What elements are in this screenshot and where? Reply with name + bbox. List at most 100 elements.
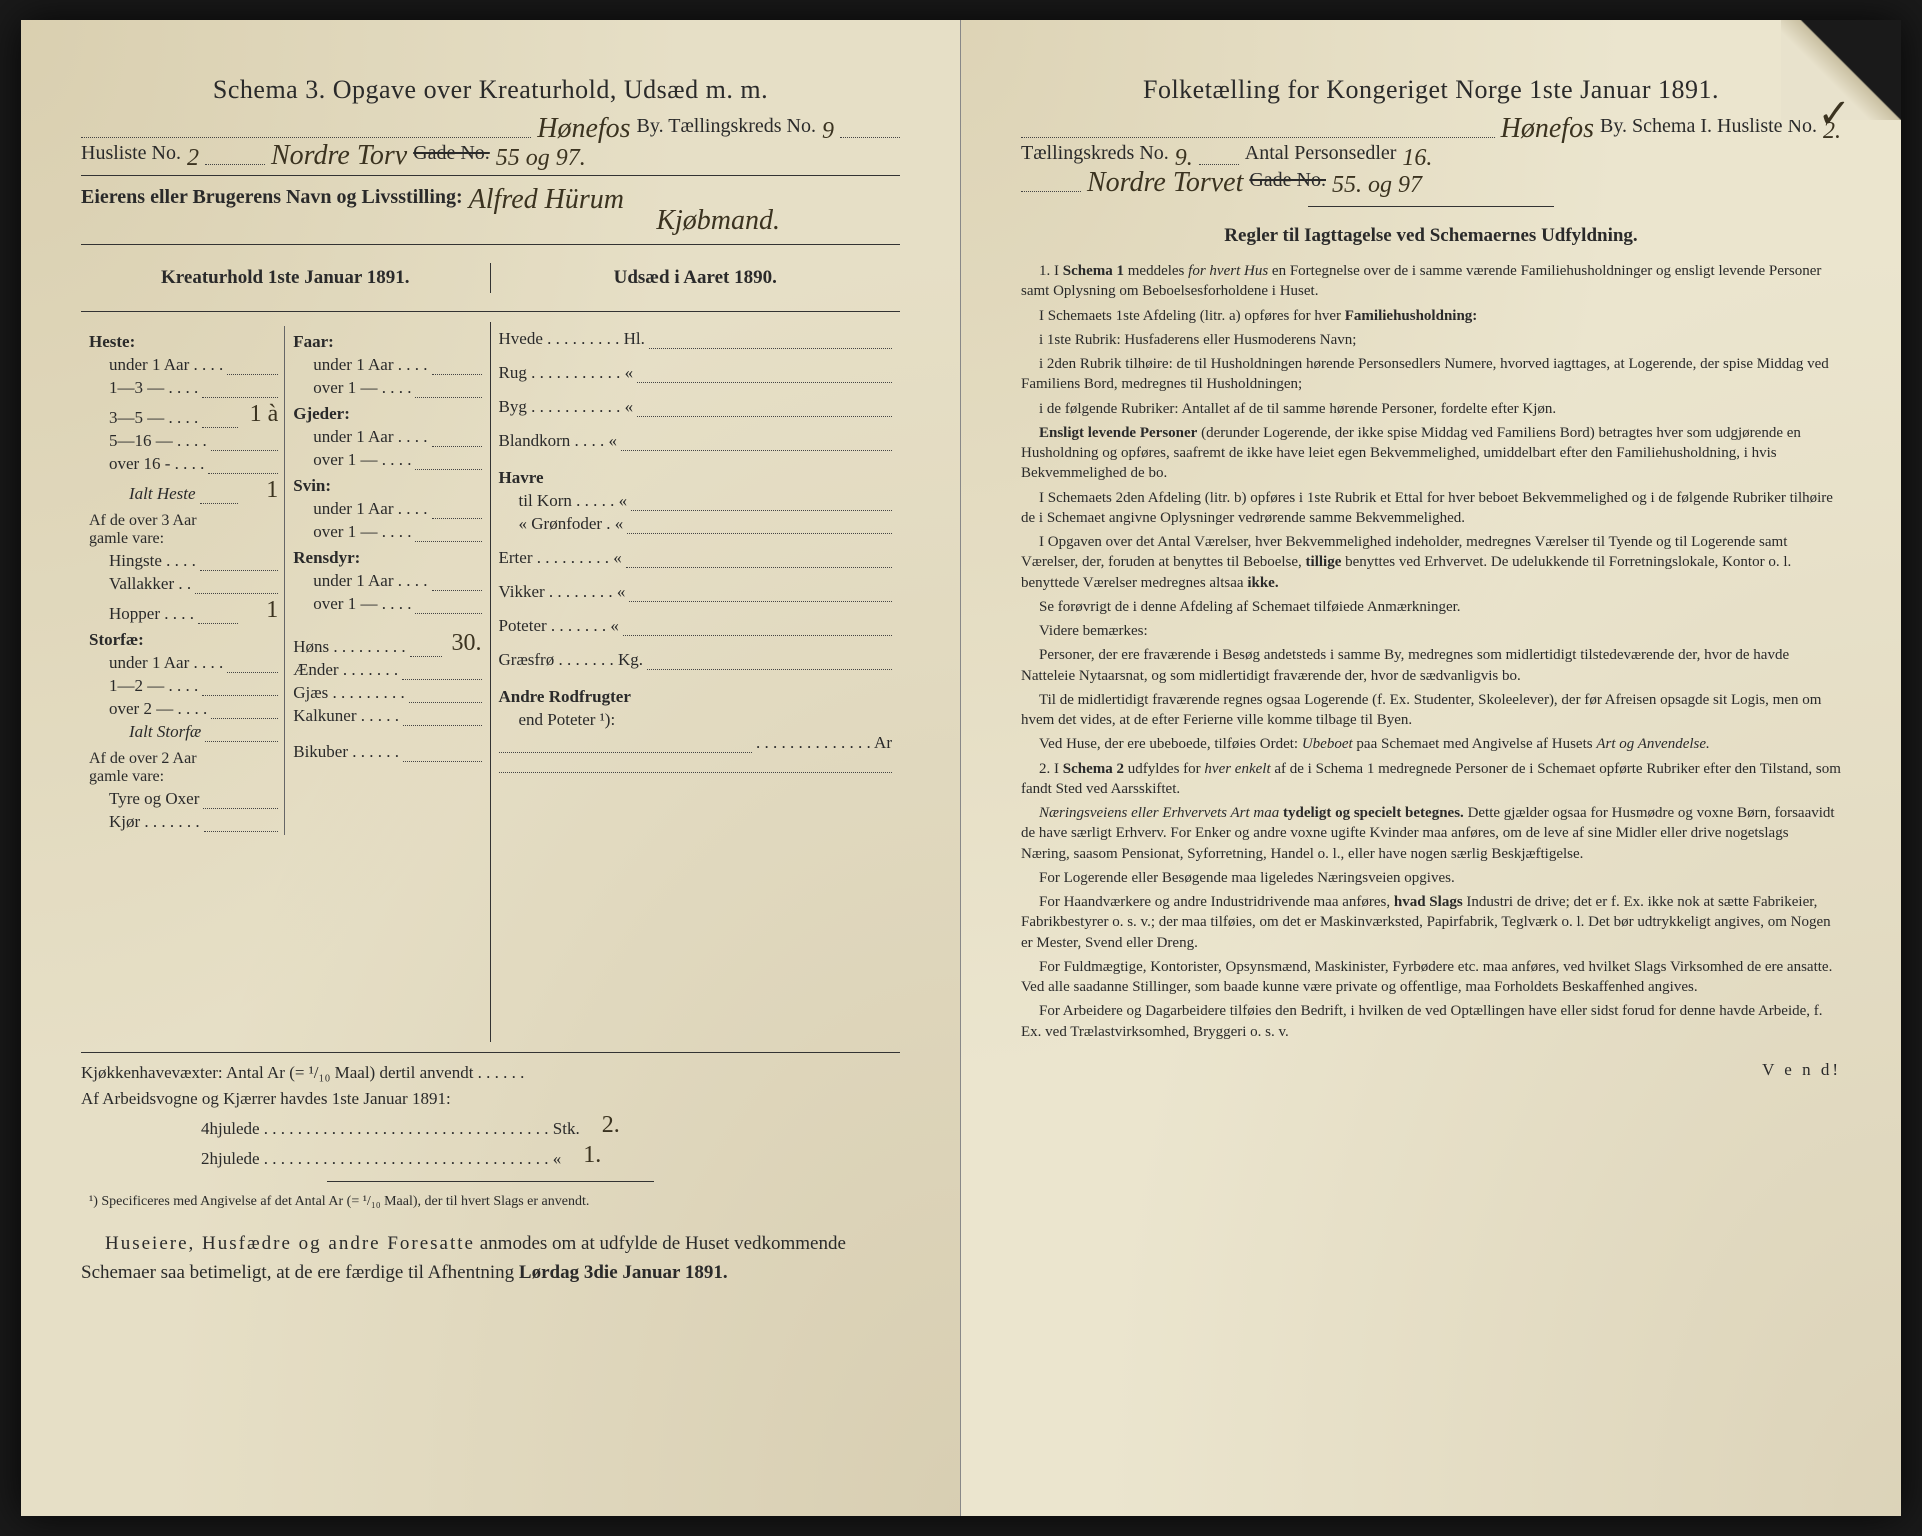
heste-ialt-val: 1 bbox=[242, 477, 278, 504]
heste-3-5: 3—5 — . . . . bbox=[109, 408, 198, 428]
col1-head: Kreaturhold 1ste Januar 1891. bbox=[81, 263, 491, 293]
owner-label: Eierens eller Brugerens Navn og Livsstil… bbox=[81, 186, 463, 209]
schema3-title: Schema 3. Opgave over Kreaturhold, Udsæd… bbox=[81, 75, 900, 105]
heste-head: Heste: bbox=[89, 332, 278, 352]
vikker: Vikker . . . . . . . . « bbox=[499, 582, 626, 602]
blandkorn: Blandkorn . . . . « bbox=[499, 431, 618, 451]
city-name-hand: Hønefos bbox=[537, 121, 630, 138]
tyre: Tyre og Oxer bbox=[109, 789, 199, 809]
vallakker: Vallakker . . bbox=[109, 574, 191, 594]
rules-paragraph: i 2den Rubrik tilhøire: de til Husholdni… bbox=[1021, 354, 1841, 395]
hingste: Hingste . . . . bbox=[109, 551, 196, 571]
rules-paragraph: For Fuldmægtige, Kontorister, Opsynsmænd… bbox=[1021, 957, 1841, 998]
endpoteter: end Poteter ¹): bbox=[519, 710, 616, 730]
v2-val: 1. bbox=[565, 1142, 601, 1169]
rensdyr-u1: under 1 Aar . . . . bbox=[313, 571, 427, 591]
heste-over3-note: Af de over 3 Aar gamle vare: bbox=[89, 512, 278, 548]
hvede: Hvede . . . . . . . . . Hl. bbox=[499, 329, 645, 349]
rules-paragraph: Ensligt levende Personer (derunder Loger… bbox=[1021, 423, 1841, 484]
storfae-u1: under 1 Aar . . . . bbox=[109, 653, 223, 673]
book-spread: Schema 3. Opgave over Kreaturhold, Udsæd… bbox=[21, 20, 1901, 1516]
r-gade-label: Gade No. bbox=[1249, 169, 1326, 192]
kjor: Kjør . . . . . . . bbox=[109, 812, 200, 832]
rules-title: Regler til Iagttagelse ved Schemaernes U… bbox=[1021, 225, 1841, 247]
rules-paragraph: I Schemaets 1ste Afdeling (litr. a) opfø… bbox=[1021, 306, 1841, 326]
kreds-no-hand: 9 bbox=[822, 124, 834, 138]
husliste-line: Husliste No. 2 Nordre Torv Gade No. 55 o… bbox=[81, 142, 900, 165]
city-suffix: By. Tællingskreds No. bbox=[637, 115, 816, 138]
animals-sub-left: Heste: under 1 Aar . . . . 1—3 — . . . .… bbox=[89, 326, 285, 835]
v4-label: 4hjulede . . . . . . . . . . . . . . . .… bbox=[201, 1119, 580, 1139]
bottom-note: Huseiere, Husfædre og andre Foresatte an… bbox=[81, 1230, 900, 1287]
headers-row: Kreaturhold 1ste Januar 1891. Udsæd i Aa… bbox=[81, 255, 900, 301]
rules-paragraph: I Schemaets 2den Afdeling (litr. b) opfø… bbox=[1021, 488, 1841, 529]
heste-ialt: Ialt Heste bbox=[129, 484, 196, 504]
r-antal-label: Antal Personsedler bbox=[1245, 142, 1397, 165]
street-hand: Nordre Torv bbox=[271, 148, 407, 165]
heste-5-16: 5—16 — . . . . bbox=[109, 431, 207, 451]
hopper-val: 1 bbox=[242, 597, 278, 624]
rules-paragraph: Videre bemærkes: bbox=[1021, 621, 1841, 641]
seeds-col: Hvede . . . . . . . . . Hl. Rug . . . . … bbox=[491, 322, 901, 1042]
gjeder-u1: under 1 Aar . . . . bbox=[313, 427, 427, 447]
rule-4 bbox=[81, 1052, 900, 1053]
gade-label: Gade No. bbox=[413, 142, 490, 165]
rules-paragraph: i de følgende Rubriker: Antallet af de t… bbox=[1021, 399, 1841, 419]
storfae-ialt: Ialt Storfæ bbox=[129, 722, 201, 742]
arbeidsvogne-line: Af Arbeidsvogne og Kjærrer havdes 1ste J… bbox=[81, 1089, 900, 1109]
r-city-hand: Hønefos bbox=[1501, 121, 1594, 138]
rule-1 bbox=[81, 175, 900, 176]
city-line: Hønefos By. Tællingskreds No. 9 bbox=[81, 115, 900, 138]
faar-head: Faar: bbox=[293, 332, 481, 352]
husliste-no-hand: 2 bbox=[187, 151, 199, 165]
hons: Høns . . . . . . . . . bbox=[293, 637, 405, 657]
rules-paragraph: For Haandværkere og andre Industridriven… bbox=[1021, 892, 1841, 953]
rules-paragraph: Næringsveiens eller Erhvervets Art maa t… bbox=[1021, 803, 1841, 864]
byg: Byg . . . . . . . . . . . « bbox=[499, 397, 634, 417]
svin-o1: over 1 — . . . . bbox=[313, 522, 411, 542]
v2-label: 2hjulede . . . . . . . . . . . . . . . .… bbox=[201, 1149, 561, 1169]
gjaes: Gjæs . . . . . . . . . bbox=[293, 683, 404, 703]
rensdyr-head: Rensdyr: bbox=[293, 548, 481, 568]
owner-title-hand: Kjøbmand. bbox=[656, 213, 780, 230]
storfae-note: Af de over 2 Aar gamle vare: bbox=[89, 750, 278, 786]
vend: V e n d! bbox=[1021, 1060, 1841, 1080]
v4-val: 2. bbox=[584, 1112, 620, 1139]
svin-head: Svin: bbox=[293, 476, 481, 496]
tilkorn: til Korn . . . . . « bbox=[519, 491, 628, 511]
hons-val: 30. bbox=[446, 630, 482, 657]
bikuber: Bikuber . . . . . . bbox=[293, 742, 399, 762]
storfae-head: Storfæ: bbox=[89, 630, 278, 650]
rules-paragraph: For Arbeidere og Dagarbeidere tilføies d… bbox=[1021, 1001, 1841, 1042]
kalkuner: Kalkuner . . . . . bbox=[293, 706, 399, 726]
arbeidsvogne-label: Af Arbeidsvogne og Kjærrer havdes 1ste J… bbox=[81, 1089, 451, 1108]
census-title: Folketælling for Kongeriget Norge 1ste J… bbox=[1021, 75, 1841, 105]
havre-head: Havre bbox=[499, 468, 893, 488]
rules-paragraph: i 1ste Rubrik: Husfaderens eller Husmode… bbox=[1021, 330, 1841, 350]
checkmark-hand: ✓ bbox=[1817, 90, 1851, 137]
rules-body: 1. I Schema 1 meddeles for hvert Hus en … bbox=[1021, 261, 1841, 1042]
rug: Rug . . . . . . . . . . . « bbox=[499, 363, 634, 383]
storfae-1-2: 1—2 — . . . . bbox=[109, 676, 198, 696]
rules-paragraph: Ved Huse, der ere ubeboede, tilføies Ord… bbox=[1021, 734, 1841, 754]
main-form: Heste: under 1 Aar . . . . 1—3 — . . . .… bbox=[81, 322, 900, 1042]
gjeder-o1: over 1 — . . . . bbox=[313, 450, 411, 470]
andre-head: Andre Rodfrugter bbox=[499, 687, 893, 707]
rules-paragraph: 2. I Schema 2 udfyldes for hver enkelt a… bbox=[1021, 759, 1841, 800]
poteter: Poteter . . . . . . . « bbox=[499, 616, 619, 636]
left-page: Schema 3. Opgave over Kreaturhold, Udsæd… bbox=[21, 20, 961, 1516]
animals-sub-right: Faar: under 1 Aar . . . . over 1 — . . .… bbox=[285, 326, 481, 835]
rules-paragraph: Se forøvrigt de i denne Afdeling af Sche… bbox=[1021, 597, 1841, 617]
faar-u1: under 1 Aar . . . . bbox=[313, 355, 427, 375]
heste-3-5-val: 1 à bbox=[242, 401, 278, 428]
faar-o1: over 1 — . . . . bbox=[313, 378, 411, 398]
hopper: Hopper . . . . bbox=[109, 604, 194, 624]
r-kreds-label: Tællingskreds No. bbox=[1021, 142, 1169, 165]
heste-u1: under 1 Aar . . . . bbox=[109, 355, 223, 375]
r-city-line: Hønefos By. Schema I. Husliste No. 2. bbox=[1021, 115, 1841, 138]
rules-paragraph: For Logerende eller Besøgende maa ligele… bbox=[1021, 868, 1841, 888]
animals-col: Heste: under 1 Aar . . . . 1—3 — . . . .… bbox=[81, 322, 491, 1042]
heste-o16: over 16 - . . . . bbox=[109, 454, 204, 474]
r-gade-no: 55. og 97 bbox=[1332, 178, 1422, 192]
rule-short bbox=[327, 1181, 655, 1182]
